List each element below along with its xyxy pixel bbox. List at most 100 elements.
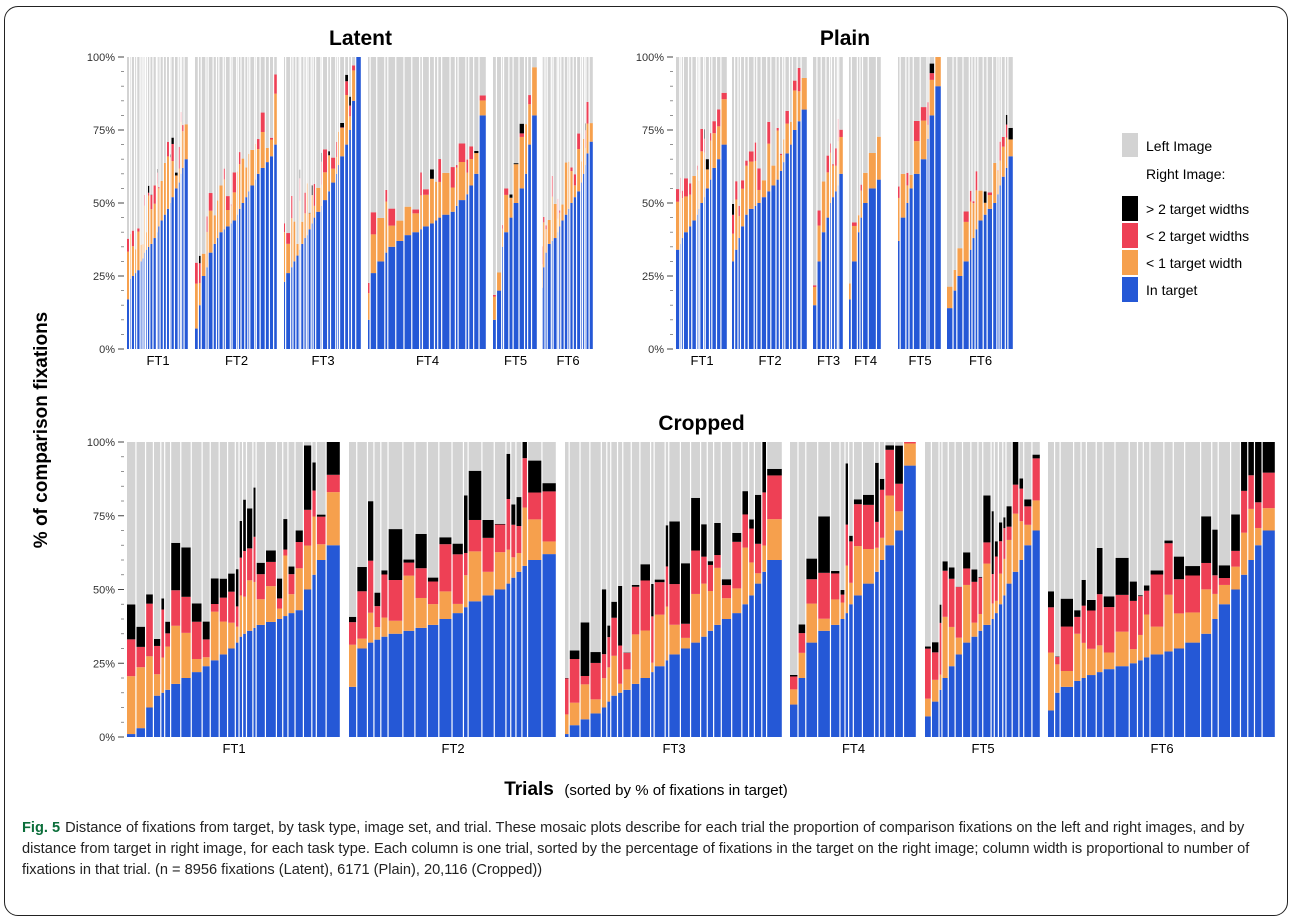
segment-blue [438,217,442,349]
segment-blue [450,211,455,349]
trial-column [217,57,219,349]
segment-black [762,442,766,493]
segment-red [845,524,848,566]
trial-column [939,442,942,737]
segment-left [388,442,403,530]
trial-column [293,57,296,349]
segment-left [171,442,181,543]
segment-orange [849,283,851,300]
segment-blue [1032,530,1040,737]
segment-left [931,442,939,643]
segment-blue [175,188,178,349]
segment-blue [779,170,783,349]
segment-black [1231,514,1240,551]
segment-black [1096,547,1103,595]
segment-left [801,57,807,78]
trial-column [201,57,206,349]
segment-orange [288,594,295,614]
trial-column [885,442,894,737]
segment-left [749,442,754,520]
group-ft3: FT3 [813,57,843,368]
segment-left [1048,442,1054,592]
segment-left [184,57,188,125]
segment-blue [839,173,843,349]
segment-black [146,594,153,604]
trial-column [813,57,817,349]
trial-column [676,57,680,349]
segment-orange [840,602,845,619]
segment-black [1255,442,1262,503]
segment-blue [370,273,377,349]
segment-left [840,442,845,591]
trial-column [779,57,783,349]
trial-column [898,57,900,349]
segment-red [875,521,879,548]
trial-column [181,442,191,737]
segment-blue [568,208,570,349]
segment-left [284,57,286,224]
segment-red [797,68,801,92]
segment-blue [1086,675,1096,737]
segment-orange [849,582,853,605]
segment-orange [948,626,955,667]
segment-blue [266,621,276,737]
trial-column [423,57,429,349]
segment-orange [839,136,843,174]
segment-orange [532,67,537,116]
segment-left [877,57,881,137]
segment-left [611,442,617,602]
segment-red [479,95,486,101]
segment-red [171,143,174,162]
segment-black [1212,529,1218,576]
trial-column [983,57,987,349]
trial-column [1060,442,1074,737]
trial-column [525,57,527,349]
trial-column [130,57,131,349]
segment-blue [452,613,463,737]
segment-black [991,511,994,574]
trial-column [210,442,219,737]
segment-blue [821,232,826,349]
segment-blue [509,217,513,349]
segment-black [732,532,742,542]
segment-orange [1173,613,1185,649]
segment-red [904,442,916,444]
segment-left [195,57,198,263]
segment-red [146,603,153,657]
segment-blue [590,713,601,737]
segment-blue [925,716,931,737]
segment-left [607,442,611,626]
trial-column [721,57,727,349]
trial-column [326,442,340,737]
segment-left [270,57,274,138]
segment-orange [388,225,396,247]
segment-left [163,57,166,163]
segment-blue [256,624,265,737]
trial-column [304,57,306,349]
segment-left [738,57,740,206]
trial-column [127,442,136,737]
segment-blue [1006,583,1012,737]
segment-blue [832,197,834,349]
segment-blue [210,660,219,737]
group-label: FT3 [817,353,840,368]
group-ft5: FT5 [925,442,1040,756]
x-axis-label-bold: Trials [504,779,554,800]
segment-red [742,514,749,548]
trial-column [1201,442,1212,737]
segment-orange [909,174,913,189]
segment-red [450,167,455,188]
segment-orange [265,147,269,163]
segment-left [146,442,153,595]
segment-red [1055,656,1060,665]
trial-column [601,442,607,737]
segment-red [458,143,466,163]
segment-red [929,73,935,80]
group-label: FT1 [222,741,245,756]
segment-blue [506,583,511,737]
segment-left [146,57,147,233]
legend-label: In target [1146,282,1197,298]
segment-red [798,633,806,653]
segment-left [1096,442,1103,548]
trial-column [868,57,876,349]
